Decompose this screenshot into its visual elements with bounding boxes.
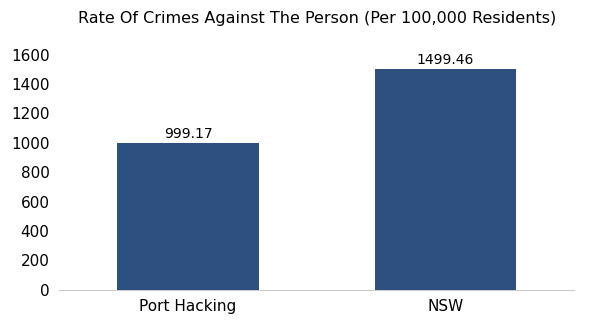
Title: Rate Of Crimes Against The Person (Per 100,000 Residents): Rate Of Crimes Against The Person (Per 1… — [78, 11, 556, 26]
Text: 1499.46: 1499.46 — [417, 53, 474, 67]
Bar — [117, 143, 259, 290]
Text: 999.17: 999.17 — [163, 127, 213, 141]
Bar — [375, 69, 516, 290]
